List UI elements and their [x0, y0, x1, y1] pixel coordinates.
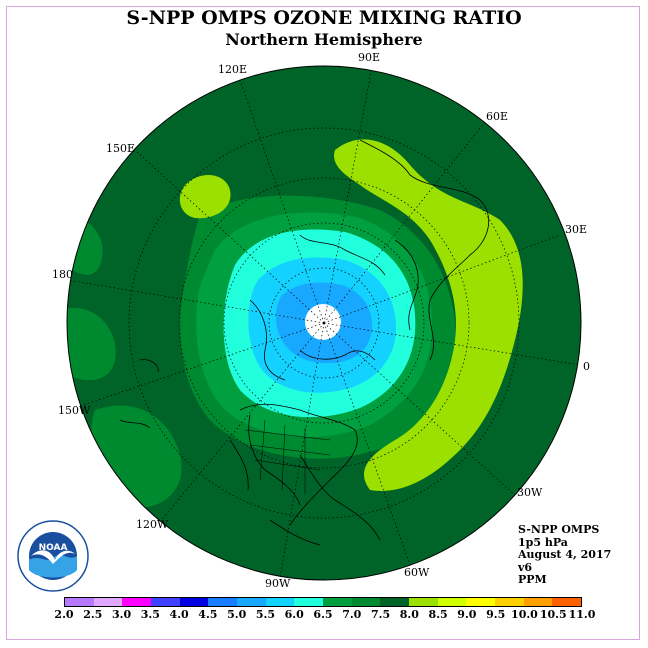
map-boundary [66, 65, 582, 581]
colorbar-tick-1: 2.5 [83, 608, 103, 621]
graticule [67, 66, 581, 579]
info-date: August 4, 2017 [518, 548, 612, 561]
colorbar-bin-7 [265, 598, 295, 606]
colorbar-tick-4: 4.0 [169, 608, 189, 621]
logo-text: NOAA [39, 543, 68, 553]
colorbar-tick-17: 10.5 [539, 608, 567, 621]
contour-patch-west2 [67, 308, 116, 381]
colorbar-tick-3: 3.5 [140, 608, 160, 621]
lon-label-90w: 90W [265, 577, 291, 590]
colorbar-bin-1 [93, 598, 123, 606]
colorbar-tick-6: 5.0 [227, 608, 247, 621]
coastlines [119, 139, 489, 546]
colorbar-tick-7: 5.5 [255, 608, 276, 621]
colorbar-bin-16 [523, 598, 553, 606]
colorbar-tick-15: 9.5 [486, 608, 506, 621]
colorbar-tick-11: 7.5 [370, 608, 391, 621]
colorbar-tick-13: 8.5 [428, 608, 448, 621]
colorbar-tick-0: 2.0 [54, 608, 74, 621]
colorbar-tick-10: 7.0 [342, 608, 362, 621]
colorbar-bin-11 [380, 598, 410, 606]
lon-label-60e: 60E [486, 110, 509, 123]
colorbar-tick-14: 9.0 [457, 608, 477, 621]
colorbar-bin-0 [65, 598, 94, 606]
lon-label-90e: 90E [358, 51, 381, 64]
colorbar-bin-10 [351, 598, 381, 606]
info-instrument: S-NPP OMPS [518, 523, 600, 536]
lon-label-180: 180 [52, 268, 73, 281]
colorbar-tick-5: 4.5 [198, 608, 218, 621]
colorbar [64, 597, 582, 607]
colorbar-bin-12 [409, 598, 438, 606]
colorbar-bin-2 [122, 598, 152, 606]
info-level: 1p5 hPa [518, 535, 568, 549]
lon-label-150w: 150W [58, 404, 91, 417]
contour-patch-150E [179, 174, 231, 219]
lon-label-150e: 150E [106, 142, 136, 155]
colorbar-bin-6 [237, 598, 266, 606]
lon-label-0: 0 [583, 360, 590, 373]
contour-7.5-8 [334, 139, 523, 491]
colorbar-bin-4 [179, 598, 209, 606]
info-version: v6 [518, 560, 533, 574]
colorbar-tick-12: 8.0 [399, 608, 419, 621]
figure-frame [6, 6, 640, 640]
colorbar-tick-16: 10.0 [511, 608, 538, 621]
lon-label-30e: 30E [565, 223, 588, 236]
lon-label-120w: 120W [136, 518, 169, 531]
colorbar-bin-15 [495, 598, 524, 606]
map-title: S-NPP OMPS OZONE MIXING RATIO [126, 7, 522, 29]
lon-label-60w: 60W [404, 566, 430, 579]
colorbar-bin-9 [323, 598, 352, 606]
colorbar-bin-13 [437, 598, 467, 606]
noaa-logo: NOAA [17, 520, 89, 592]
lon-label-30w: 30W [517, 486, 543, 499]
map-info: S-NPP OMPS 1p5 hPa August 4, 2017 v6 PPM [518, 523, 612, 587]
map-subtitle: Northern Hemisphere [225, 30, 423, 49]
colorbar-bin-17 [552, 598, 582, 606]
state-boundaries [244, 419, 331, 495]
lon-label-120e: 120E [218, 63, 248, 76]
colorbar-tick-18: 11.0 [568, 608, 596, 621]
colorbar-ticks: 2.0 2.5 3.0 3.5 4.0 4.5 5.0 5.5 6.0 6.5 7.0 7.5 8.0 8… [52, 608, 597, 622]
colorbar-bin-8 [294, 598, 324, 606]
colorbar-bin-14 [466, 598, 496, 606]
info-units: PPM [518, 573, 547, 586]
colorbar-tick-2: 3.0 [111, 608, 132, 621]
colorbar-tick-8: 6.0 [284, 608, 304, 621]
colorbar-tick-9: 6.5 [313, 608, 333, 621]
colorbar-bin-3 [151, 598, 180, 606]
colorbar-bin-5 [208, 598, 238, 606]
